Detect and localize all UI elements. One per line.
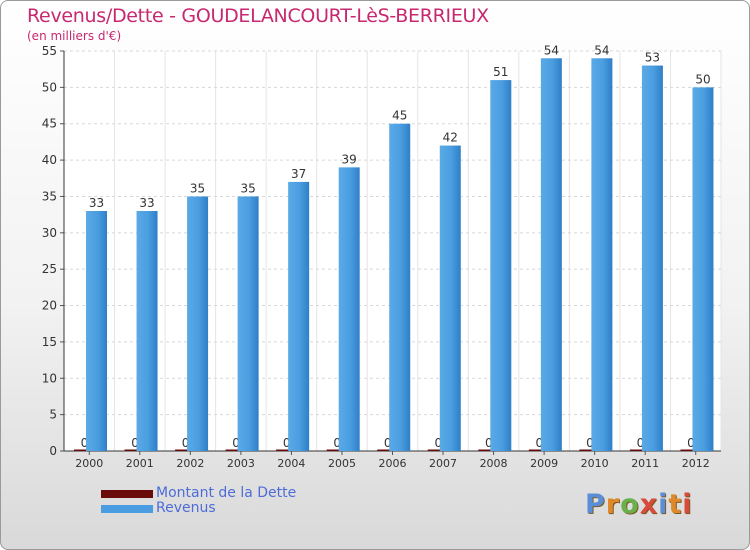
bar-revenus: [439, 145, 461, 451]
logo-letter: i: [658, 489, 669, 520]
bar-revenus: [591, 58, 613, 451]
y-tick-label: 25: [42, 262, 57, 276]
data-label-dette: 0: [687, 436, 695, 450]
bar-dette: [326, 449, 348, 451]
data-label-dette: 0: [485, 436, 493, 450]
bar-revenus: [389, 123, 411, 452]
x-tick-label: 2012: [682, 457, 710, 470]
y-tick-label: 40: [42, 153, 57, 167]
y-tick-label: 15: [42, 335, 57, 349]
y-tick-label: 0: [49, 444, 57, 458]
x-tick-label: 2005: [328, 457, 356, 470]
data-label-revenus: 50: [695, 72, 710, 86]
data-label-revenus: 33: [139, 196, 154, 210]
x-tick-label: 2000: [75, 457, 103, 470]
data-label-dette: 0: [333, 436, 341, 450]
data-label-revenus: 39: [342, 152, 357, 166]
logo-letter: o: [620, 489, 640, 520]
x-tick-label: 2002: [176, 457, 204, 470]
y-tick-label: 20: [42, 299, 57, 313]
bar-revenus: [540, 58, 562, 451]
y-tick-label: 30: [42, 226, 57, 240]
logo-letter: i: [682, 489, 693, 520]
bar-dette: [629, 449, 651, 451]
x-tick-label: 2006: [379, 457, 407, 470]
legend-swatch-revenus: [101, 505, 153, 513]
logo-letter: P: [585, 489, 606, 520]
y-tick-label: 35: [42, 189, 57, 203]
chart-subtitle: (en milliers d'€): [27, 29, 122, 43]
y-tick-label: 50: [42, 80, 57, 94]
x-tick-label: 2010: [581, 457, 609, 470]
data-label-revenus: 45: [392, 109, 407, 123]
data-label-dette: 0: [536, 436, 544, 450]
x-tick-label: 2008: [480, 457, 508, 470]
bar-dette: [276, 449, 298, 451]
bar-revenus: [187, 196, 209, 451]
x-tick-label: 2009: [530, 457, 558, 470]
x-tick-label: 2001: [126, 457, 154, 470]
bar-revenus: [136, 211, 158, 451]
x-tick-label: 2004: [277, 457, 305, 470]
legend-label-revenus: Revenus: [156, 500, 216, 516]
legend-swatch-dette: [101, 490, 153, 498]
data-label-dette: 0: [131, 436, 139, 450]
bar-dette: [579, 449, 601, 451]
y-tick-label: 55: [42, 44, 57, 58]
logo-letter: r: [605, 489, 621, 520]
data-label-revenus: 33: [89, 196, 104, 210]
data-label-revenus: 54: [544, 43, 559, 57]
bar-revenus: [237, 196, 259, 451]
data-label-revenus: 51: [493, 65, 508, 79]
data-label-revenus: 35: [190, 181, 205, 195]
bar-revenus: [288, 181, 310, 451]
data-label-revenus: 54: [594, 43, 609, 57]
bar-dette: [225, 449, 247, 451]
bar-dette: [74, 449, 95, 451]
y-tick-label: 5: [49, 408, 57, 422]
bar-dette: [175, 449, 197, 451]
bar-dette: [427, 449, 449, 451]
bar-dette: [377, 449, 399, 451]
data-label-dette: 0: [283, 436, 291, 450]
data-label-revenus: 42: [443, 131, 458, 145]
data-label-revenus: 35: [240, 181, 255, 195]
data-label-dette: 0: [232, 436, 240, 450]
bar-revenus: [86, 211, 107, 451]
data-label-dette: 0: [586, 436, 594, 450]
proxiti-logo: Proxiti: [585, 489, 693, 520]
y-tick-label: 45: [42, 117, 57, 131]
y-tick-label: 10: [42, 371, 57, 385]
data-label-dette: 0: [182, 436, 190, 450]
data-label-revenus: 37: [291, 167, 306, 181]
bar-revenus: [338, 167, 360, 451]
x-tick-label: 2011: [631, 457, 659, 470]
chart-title: Revenus/Dette - GOUDELANCOURT-LèS-BERRIE…: [27, 5, 489, 27]
bar-dette: [528, 449, 550, 451]
legend-label-dette: Montant de la Dette: [156, 485, 297, 501]
data-label-dette: 0: [434, 436, 442, 450]
x-tick-label: 2007: [429, 457, 457, 470]
data-label-dette: 0: [637, 436, 645, 450]
data-label-dette: 0: [81, 436, 89, 450]
logo-letter: t: [668, 489, 683, 520]
bar-revenus: [641, 65, 663, 451]
bar-revenus: [692, 87, 714, 451]
bar-revenus: [490, 80, 512, 451]
bar-dette: [680, 449, 702, 451]
bar-dette: [124, 449, 146, 451]
data-label-revenus: 53: [645, 51, 660, 65]
logo-letter: x: [639, 489, 659, 520]
x-tick-label: 2003: [227, 457, 255, 470]
bar-dette: [478, 449, 500, 451]
data-label-dette: 0: [384, 436, 392, 450]
